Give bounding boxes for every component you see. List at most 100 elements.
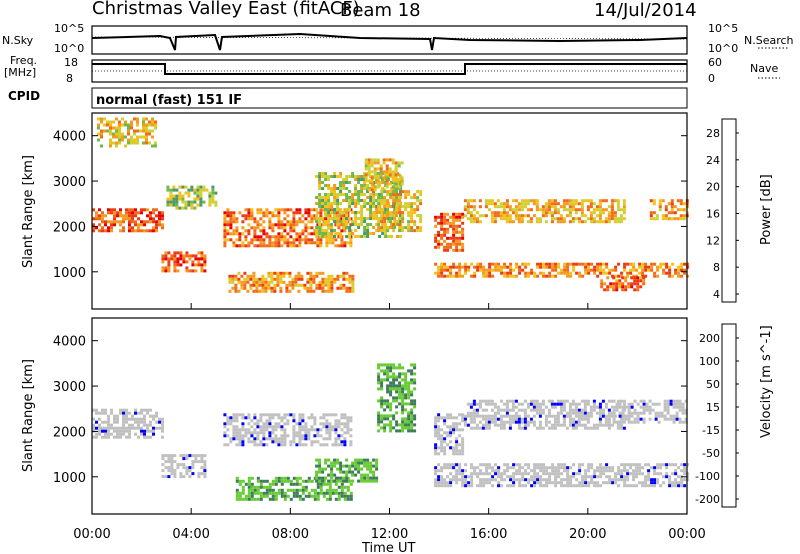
heatmap-cell (343, 208, 347, 212)
heatmap-cell (280, 434, 284, 438)
heatmap-cell (383, 402, 387, 406)
heatmap-cell (607, 217, 611, 221)
heatmap-cell (626, 475, 630, 479)
heatmap-cell (463, 417, 467, 421)
heatmap-cell (101, 229, 104, 233)
heatmap-cell (532, 214, 536, 218)
heatmap-cell (274, 434, 278, 438)
heatmap-cell (301, 416, 305, 420)
heatmap-cell (574, 211, 578, 215)
colorbar-frame (721, 118, 737, 303)
heatmap-cell (678, 402, 682, 406)
heatmap-cell (327, 199, 331, 202)
heatmap-cell (304, 431, 308, 435)
heatmap-cell (615, 405, 619, 409)
heatmap-cell (191, 460, 195, 464)
heatmap-cell (346, 425, 350, 429)
heatmap-cell (593, 475, 597, 479)
heatmap-cell (605, 475, 609, 479)
heatmap-cell (277, 416, 281, 420)
heatmap-cell (268, 226, 272, 230)
heatmap-cell (627, 282, 631, 286)
heatmap-cell (348, 464, 352, 468)
heatmap-cell (482, 481, 486, 485)
heatmap-cell (274, 425, 278, 429)
heatmap-cell (653, 481, 657, 485)
heatmap-cell (383, 220, 387, 224)
heatmap-cell (624, 288, 628, 292)
heatmap-cell (559, 217, 563, 221)
heatmap-cell (636, 420, 640, 424)
heatmap-cell (229, 440, 233, 444)
heatmap-cell (599, 265, 603, 269)
heatmap-cell (610, 208, 614, 212)
heatmap-cell (161, 211, 164, 215)
heatmap-cell (244, 434, 248, 438)
heatmap-cell (666, 405, 670, 409)
colorbar-tick-label: 50 (706, 378, 720, 391)
heatmap-cell (291, 277, 295, 281)
heatmap-cell (232, 217, 236, 221)
heatmap-cell (380, 199, 384, 203)
heatmap-cell (476, 484, 480, 488)
heatmap-cell (295, 434, 299, 438)
heatmap-cell (683, 478, 687, 482)
heatmap-cell (601, 220, 605, 224)
heatmap-cell (310, 488, 314, 492)
heatmap-cell (247, 479, 251, 483)
heatmap-cell (345, 277, 349, 281)
heatmap-cell (401, 372, 405, 376)
heatmap-cell (297, 277, 301, 281)
heatmap-cell (240, 274, 244, 278)
heatmap-cell (363, 205, 367, 208)
heatmap-cell (482, 271, 486, 275)
heatmap-cell (131, 217, 134, 221)
heatmap-cell (152, 229, 155, 233)
heatmap-cell (232, 413, 236, 417)
heatmap-cell (517, 417, 521, 421)
heatmap-cell (197, 460, 201, 464)
heatmap-cell (657, 411, 661, 415)
heatmap-cell (635, 469, 639, 473)
heatmap-cell (376, 182, 380, 186)
heatmap-cell (364, 185, 368, 189)
heatmap-cell (407, 390, 411, 394)
heatmap-cell (500, 271, 504, 275)
heatmap-cell (231, 277, 235, 281)
heatmap-cell (318, 461, 322, 465)
heatmap-cell (449, 478, 453, 482)
heatmap-cell (499, 426, 503, 430)
heatmap-cell (466, 208, 470, 212)
heatmap-cell (676, 208, 680, 212)
heatmap-cell (307, 476, 311, 480)
heatmap-cell (333, 220, 337, 223)
heatmap-cell (376, 176, 380, 180)
heatmap-cell (532, 402, 536, 406)
heatmap-cell (595, 426, 599, 430)
heatmap-cell (633, 420, 637, 424)
heatmap-cell (481, 423, 485, 427)
heatmap-cell (140, 211, 143, 215)
heatmap-cell (610, 202, 614, 206)
heatmap-cell (538, 217, 542, 221)
heatmap-cell (410, 229, 414, 233)
heatmap-cell (455, 215, 459, 219)
heatmap-cell (601, 399, 605, 403)
heatmap-cell (452, 212, 456, 216)
heatmap-cell (131, 423, 134, 427)
heatmap-cell (134, 420, 137, 424)
heatmap-cell (401, 378, 405, 382)
heatmap-cell (458, 466, 462, 470)
heatmap-cell (556, 220, 560, 224)
heatmap-cell (357, 223, 361, 226)
heatmap-cell (410, 414, 414, 418)
heatmap-cell (658, 199, 662, 203)
heatmap-cell (502, 426, 506, 430)
heatmap-cell (113, 414, 116, 418)
heatmap-cell (568, 208, 572, 212)
heatmap-cell (140, 411, 143, 415)
heatmap-cell (116, 426, 119, 430)
heatmap-cell (369, 223, 373, 226)
heatmap-cell (452, 265, 456, 269)
heatmap-cell (544, 420, 548, 424)
